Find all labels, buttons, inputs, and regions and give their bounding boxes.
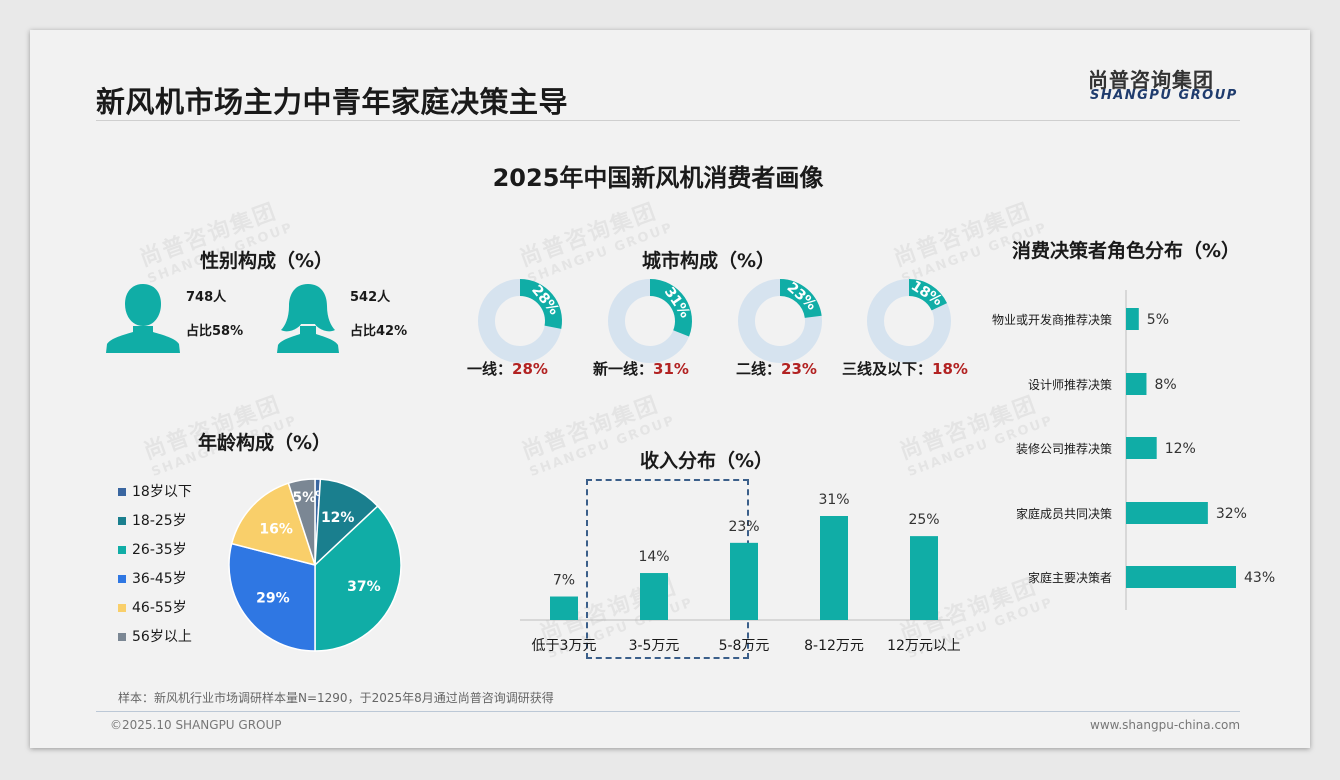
income-section-title: 收入分布（%） bbox=[640, 450, 774, 472]
age-section-title: 年龄构成（%） bbox=[198, 432, 332, 454]
legend-swatch bbox=[118, 488, 126, 496]
male-share: 占比58% bbox=[186, 324, 244, 339]
legend-swatch bbox=[118, 575, 126, 583]
city-donut-charts: 28% 31% 23% 18% bbox=[478, 278, 951, 363]
female-person-icon bbox=[277, 284, 339, 353]
slide: 尚普咨询集团 SHANGPU GROUP 尚普咨询集团 SHANGPU GROUP … bbox=[30, 30, 1310, 748]
income-bar bbox=[820, 516, 848, 620]
income-bar bbox=[640, 573, 668, 620]
roles-value-label: 5% bbox=[1147, 312, 1169, 328]
income-bar bbox=[730, 542, 758, 620]
income-value-label: 7% bbox=[553, 573, 575, 589]
income-category-label: 5-8万元 bbox=[719, 638, 770, 654]
legend-item: 26-35岁 bbox=[118, 539, 187, 559]
roles-bar bbox=[1126, 373, 1147, 395]
pie-slice bbox=[287, 478, 316, 566]
sample-footnote: 样本：新风机行业市场调研样本量N=1290，于2025年8月通过尚普咨询调研获得 bbox=[118, 691, 554, 705]
roles-bar bbox=[1126, 437, 1157, 459]
logo-text-en: SHANGPU GROUP bbox=[1090, 88, 1238, 103]
roles-value-label: 12% bbox=[1165, 441, 1196, 457]
city-label-tier1: 一线：28% bbox=[467, 360, 548, 378]
pie-value-label: 37% bbox=[347, 579, 381, 595]
income-bar bbox=[550, 596, 578, 620]
pie-slice bbox=[228, 542, 316, 652]
legend-item: 36-45岁 bbox=[118, 568, 187, 588]
female-share: 占比42% bbox=[350, 324, 408, 339]
donut-segment bbox=[520, 279, 562, 329]
donut-segment bbox=[780, 279, 822, 318]
footer-divider bbox=[96, 711, 1240, 712]
pie-slice bbox=[314, 478, 379, 567]
roles-value-label: 32% bbox=[1216, 506, 1247, 522]
legend-swatch bbox=[118, 546, 126, 554]
income-value-label: 25% bbox=[908, 512, 939, 528]
male-person-icon bbox=[106, 284, 180, 353]
city-label-tier3-below: 三线及以下：18% bbox=[842, 360, 968, 378]
donut-segment bbox=[909, 279, 948, 311]
legend-swatch bbox=[118, 604, 126, 612]
legend-item: 18-25岁 bbox=[118, 510, 187, 530]
city-section-title: 城市构成（%） bbox=[642, 250, 776, 272]
pie-slice bbox=[314, 505, 402, 652]
income-bar bbox=[910, 536, 938, 620]
title-divider bbox=[96, 120, 1240, 121]
footer-copyright: ©2025.10 SHANGPU GROUP bbox=[110, 718, 282, 732]
donut-segment bbox=[650, 279, 692, 337]
roles-bar bbox=[1126, 308, 1139, 330]
footer-website: www.shangpu-china.com bbox=[1090, 718, 1241, 732]
pie-value-label: 29% bbox=[256, 591, 290, 607]
legend-item: 18岁以下 bbox=[118, 481, 192, 501]
age-pie-chart: 1%12%37%29%16%5% bbox=[228, 478, 402, 652]
pie-slice bbox=[230, 482, 317, 567]
pie-value-label: 12% bbox=[321, 510, 355, 526]
income-value-label: 23% bbox=[728, 519, 759, 535]
roles-category-label: 物业或开发商推荐决策 bbox=[992, 312, 1112, 327]
city-label-tier2: 二线：23% bbox=[736, 360, 817, 378]
roles-section-title: 消费决策者角色分布（%） bbox=[1012, 240, 1241, 262]
roles-bar bbox=[1126, 566, 1236, 588]
income-category-label: 3-5万元 bbox=[629, 638, 680, 654]
logo-text-cn: 尚普咨询集团 bbox=[1088, 68, 1214, 92]
roles-category-label: 家庭主要决策者 bbox=[1028, 570, 1112, 585]
female-count: 542人 bbox=[350, 290, 391, 305]
income-category-label: 低于3万元 bbox=[532, 638, 597, 654]
roles-category-label: 家庭成员共同决策 bbox=[1016, 506, 1112, 521]
income-value-label: 14% bbox=[638, 549, 669, 565]
pie-value-label: 5% bbox=[292, 490, 316, 506]
roles-category-label: 设计师推荐决策 bbox=[1028, 378, 1112, 392]
legend-swatch bbox=[118, 517, 126, 525]
city-label-new-tier1: 新一线：31% bbox=[593, 360, 689, 378]
income-bar-chart: 7% 低于3万元 14% 3-5万元 23% 5-8万元 31% 8-12万元 25% 12万元以… bbox=[520, 492, 960, 654]
male-count: 748人 bbox=[186, 290, 227, 305]
roles-category-label: 装修公司推荐决策 bbox=[1016, 441, 1112, 456]
income-value-label: 31% bbox=[818, 492, 849, 508]
pie-value-label: 16% bbox=[259, 521, 293, 537]
roles-value-label: 43% bbox=[1244, 570, 1275, 586]
roles-value-label: 8% bbox=[1154, 377, 1176, 393]
roles-bar-chart: 5% 物业或开发商推荐决策 8% 设计师推荐决策 12% 装修公司推荐决策 32% 家庭成员共… bbox=[992, 290, 1275, 610]
legend-item: 56岁以上 bbox=[118, 626, 192, 646]
legend-swatch bbox=[118, 633, 126, 641]
infographic-subtitle: 2025年中国新风机消费者画像 bbox=[492, 164, 824, 192]
legend-item: 46-55岁 bbox=[118, 597, 187, 617]
gender-section-title: 性别构成（%） bbox=[200, 250, 334, 272]
roles-bar bbox=[1126, 502, 1208, 524]
income-category-label: 8-12万元 bbox=[804, 638, 864, 654]
page-title: 新风机市场主力中青年家庭决策主导 bbox=[96, 85, 569, 119]
income-category-label: 12万元以上 bbox=[887, 638, 960, 654]
